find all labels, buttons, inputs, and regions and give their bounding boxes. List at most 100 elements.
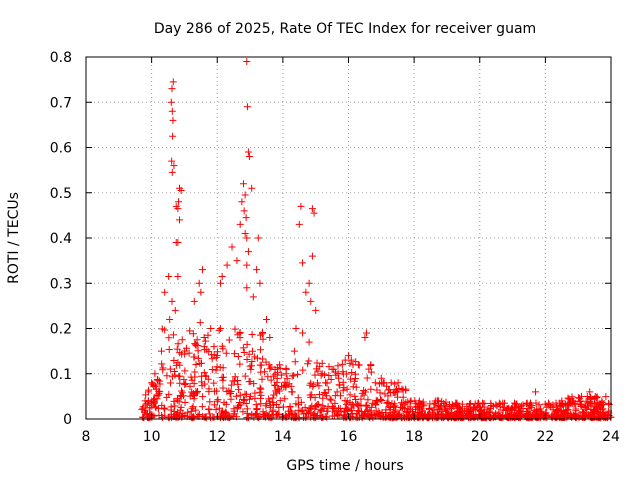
roti-point	[309, 410, 317, 418]
roti-point	[161, 326, 169, 334]
roti-point	[503, 405, 511, 413]
roti-point	[243, 405, 251, 413]
roti-point	[510, 409, 518, 417]
roti-point	[308, 391, 316, 399]
roti-point	[430, 400, 438, 408]
roti-point	[258, 330, 266, 338]
roti-point	[579, 409, 587, 417]
roti-point	[346, 359, 354, 367]
roti-point	[404, 409, 412, 417]
roti-point	[152, 404, 160, 412]
roti-point	[166, 315, 174, 323]
roti-point	[438, 398, 446, 406]
roti-point	[383, 399, 391, 407]
roti-point	[239, 396, 247, 404]
roti-point	[171, 306, 179, 314]
y-tick-label: 0.5	[50, 186, 72, 202]
roti-point	[321, 371, 329, 379]
roti-point	[319, 402, 327, 410]
y-axis-label: ROTI / TECUs	[6, 192, 22, 284]
roti-point	[253, 266, 261, 274]
roti-point	[235, 386, 243, 394]
roti-point	[395, 409, 403, 417]
x-tick-label: 10	[143, 429, 161, 445]
roti-point	[350, 402, 358, 410]
roti-point	[299, 329, 307, 337]
roti-point	[309, 382, 317, 390]
roti-point	[264, 412, 272, 420]
roti-point	[216, 363, 224, 371]
roti-point	[240, 180, 247, 188]
roti-point	[348, 369, 356, 377]
roti-point	[255, 413, 263, 421]
roti-point	[314, 400, 322, 408]
roti-point	[367, 403, 375, 411]
roti-point	[213, 397, 221, 405]
roti-point	[338, 360, 346, 368]
roti-point	[219, 384, 227, 392]
roti-point	[331, 399, 339, 407]
roti-point	[420, 402, 428, 410]
roti-point	[216, 325, 224, 332]
roti-point	[169, 78, 177, 86]
roti-point	[479, 399, 487, 407]
roti-point	[549, 401, 557, 409]
roti-point	[192, 361, 200, 369]
roti-point	[288, 372, 296, 380]
roti-point	[407, 397, 415, 405]
roti-point	[504, 413, 512, 421]
roti-point	[556, 402, 564, 410]
roti-point	[242, 214, 250, 222]
roti-point	[265, 413, 273, 421]
roti-point	[276, 397, 284, 405]
roti-point	[200, 369, 208, 377]
roti-point	[308, 205, 316, 213]
roti-point	[399, 400, 407, 408]
roti-point	[174, 359, 182, 367]
roti-point	[160, 404, 168, 412]
roti-point	[355, 407, 363, 415]
roti-point	[194, 342, 202, 350]
x-tick-label: 22	[536, 429, 554, 445]
roti-point	[186, 382, 194, 390]
roti-point	[325, 372, 333, 380]
roti-point	[288, 411, 296, 419]
roti-point	[241, 229, 249, 237]
roti-point	[279, 403, 287, 411]
roti-point	[252, 401, 260, 409]
roti-point	[392, 406, 400, 414]
roti-point	[476, 406, 484, 414]
roti-point	[319, 413, 327, 421]
roti-point	[376, 389, 384, 397]
roti-point	[435, 402, 442, 410]
roti-point	[247, 365, 255, 373]
roti-point	[339, 378, 347, 386]
roti-point	[151, 370, 159, 378]
roti-point	[182, 380, 190, 388]
roti-point	[292, 325, 300, 332]
roti-point	[244, 248, 252, 256]
roti-point	[195, 279, 203, 287]
roti-point	[352, 358, 360, 366]
roti-point	[557, 401, 565, 409]
roti-point	[177, 186, 185, 194]
roti-point	[169, 331, 177, 339]
roti-point	[552, 399, 560, 407]
roti-point	[551, 411, 559, 419]
roti-point	[181, 347, 189, 355]
axis-ticks	[85, 56, 612, 420]
roti-point	[516, 402, 524, 410]
roti-point	[223, 261, 231, 269]
roti-point	[360, 386, 368, 394]
roti-point	[336, 381, 344, 389]
roti-point	[447, 412, 455, 420]
roti-point	[299, 366, 307, 374]
roti-point	[243, 284, 251, 292]
roti-point	[400, 405, 408, 413]
roti-point	[198, 359, 206, 367]
roti-point	[399, 386, 407, 394]
roti-point	[248, 347, 256, 355]
roti-point	[175, 198, 183, 206]
roti-point	[367, 385, 375, 393]
